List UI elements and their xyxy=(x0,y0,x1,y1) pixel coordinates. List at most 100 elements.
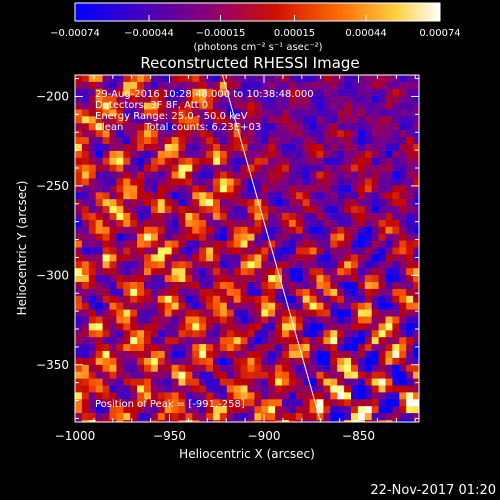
heatmap-cell xyxy=(88,254,97,262)
heatmap-cell xyxy=(137,130,145,138)
heatmap-cell xyxy=(309,226,317,235)
heatmap-cell xyxy=(192,226,200,235)
heatmap-cell xyxy=(261,116,269,124)
heatmap-cell xyxy=(364,219,373,228)
heatmap-cell xyxy=(102,254,110,262)
heatmap-cell xyxy=(233,406,241,414)
heatmap-cell xyxy=(75,219,83,228)
heatmap-cell xyxy=(130,233,138,241)
heatmap-cell xyxy=(288,268,297,276)
heatmap-cell xyxy=(130,413,138,421)
heatmap-cell xyxy=(309,95,317,103)
heatmap-cell xyxy=(275,330,283,338)
heatmap-cell xyxy=(323,288,331,297)
heatmap-cell xyxy=(130,199,138,207)
heatmap-cell xyxy=(240,102,248,110)
heatmap-cell xyxy=(295,420,304,422)
heatmap-cell xyxy=(399,192,407,200)
heatmap-cell xyxy=(192,371,200,379)
heatmap-cell xyxy=(309,206,317,214)
heatmap-cell xyxy=(233,130,241,138)
heatmap-cell xyxy=(364,399,373,407)
heatmap-cell xyxy=(295,102,304,110)
heatmap-cell xyxy=(351,164,359,172)
heatmap-cell xyxy=(254,399,262,407)
heatmap-cell xyxy=(295,116,304,124)
heatmap-cell xyxy=(295,95,304,103)
heatmap-cell xyxy=(385,316,393,324)
heatmap-cell xyxy=(357,323,366,331)
heatmap-cell xyxy=(392,164,400,172)
heatmap-cell xyxy=(130,164,138,172)
heatmap-cell xyxy=(192,330,200,338)
heatmap-cell xyxy=(282,392,290,400)
heatmap-cell xyxy=(399,420,407,422)
heatmap-cell xyxy=(109,116,117,124)
heatmap-cell xyxy=(413,288,419,297)
heatmap-cell xyxy=(213,219,221,228)
heatmap-cell xyxy=(247,254,255,262)
heatmap-cell xyxy=(330,171,338,179)
heatmap-cell xyxy=(357,144,366,152)
heatmap-cell xyxy=(413,95,419,103)
heatmap-cell xyxy=(392,233,400,241)
heatmap-cell xyxy=(233,378,241,386)
heatmap-cell xyxy=(102,178,110,186)
heatmap-cell xyxy=(102,268,110,276)
heatmap-cell xyxy=(102,406,110,414)
heatmap-cell xyxy=(144,337,152,345)
heatmap-cell xyxy=(144,330,152,338)
heatmap-cell xyxy=(268,109,276,117)
heatmap-cell xyxy=(233,371,241,379)
heatmap-cell xyxy=(309,164,317,172)
heatmap-cell xyxy=(364,268,373,276)
footer-date: 22-Nov-2017 01:20 xyxy=(370,483,496,498)
heatmap-cell xyxy=(316,364,324,373)
heatmap-cell xyxy=(413,240,419,248)
heatmap-cell xyxy=(254,109,262,117)
heatmap-cell xyxy=(88,337,97,345)
heatmap-cell xyxy=(130,219,138,228)
heatmap-cell xyxy=(150,357,159,366)
heatmap-cell xyxy=(295,233,304,241)
heatmap-cell xyxy=(254,364,262,373)
heatmap-cell xyxy=(164,371,172,379)
heatmap-cell xyxy=(323,337,331,345)
heatmap-cell xyxy=(247,399,255,407)
heatmap-cell xyxy=(357,302,366,310)
heatmap-cell xyxy=(275,95,283,103)
heatmap-cell xyxy=(130,275,138,283)
heatmap-cell xyxy=(130,357,138,366)
heatmap-cell xyxy=(233,157,241,166)
heatmap-cell xyxy=(364,288,373,297)
heatmap-cell xyxy=(144,420,152,422)
heatmap-cell xyxy=(192,116,200,124)
heatmap-cell xyxy=(399,116,407,124)
heatmap-cell xyxy=(178,413,186,421)
heatmap-cell xyxy=(219,199,228,207)
heatmap-cell xyxy=(309,130,317,138)
heatmap-cell xyxy=(219,206,228,214)
heatmap-cell xyxy=(288,323,297,331)
heatmap-cell xyxy=(226,351,235,359)
heatmap-cell xyxy=(302,357,310,366)
heatmap-cell xyxy=(171,219,179,228)
heatmap-cell xyxy=(116,357,124,366)
heatmap-cell xyxy=(226,157,235,166)
heatmap-cell xyxy=(75,185,83,193)
heatmap-cell xyxy=(185,282,193,290)
heatmap-cell xyxy=(378,309,386,317)
heatmap-cell xyxy=(254,337,262,345)
heatmap-cell xyxy=(206,413,214,421)
heatmap-cell xyxy=(81,316,90,324)
heatmap-cell xyxy=(288,378,297,386)
heatmap-cell xyxy=(206,164,214,172)
heatmap-cell xyxy=(157,357,166,366)
heatmap-cell xyxy=(75,178,83,186)
heatmap-cell xyxy=(337,309,345,317)
heatmap-cell xyxy=(261,399,269,407)
heatmap-cell xyxy=(123,406,131,414)
heatmap-cell xyxy=(199,130,207,138)
heatmap-cell xyxy=(157,102,166,110)
heatmap-cell xyxy=(275,309,283,317)
